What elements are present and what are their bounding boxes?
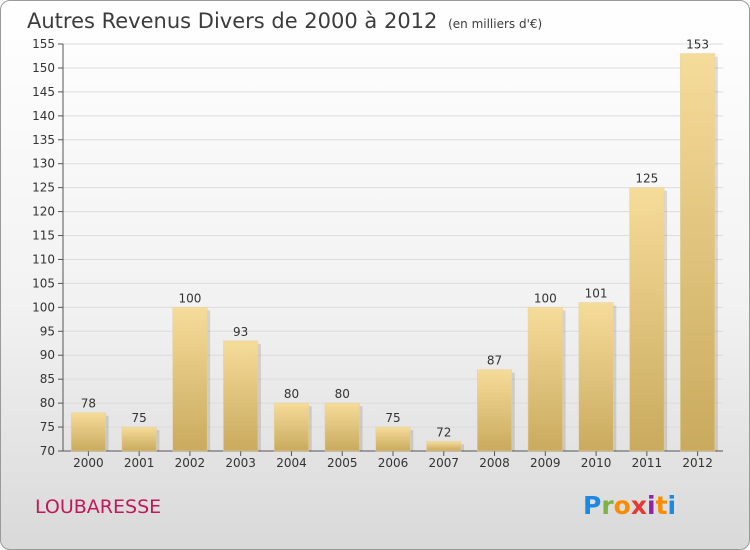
bar-2003 <box>223 340 259 452</box>
logo-letter: r <box>601 491 614 520</box>
value-label-2009: 100 <box>534 291 557 305</box>
y-tick-label: 120 <box>32 205 55 219</box>
chart-subtitle: (en milliers d'€) <box>448 17 543 31</box>
x-tick-label-2009: 2009 <box>530 456 561 470</box>
logo-letter: o <box>613 491 631 520</box>
value-label-2010: 101 <box>585 287 608 301</box>
value-label-2002: 100 <box>178 291 201 305</box>
y-tick-label: 95 <box>40 324 55 338</box>
y-tick-label: 80 <box>40 396 55 410</box>
value-label-2008: 87 <box>487 354 502 368</box>
value-label-2000: 78 <box>81 397 96 411</box>
y-tick-label: 130 <box>32 157 55 171</box>
y-tick-label: 135 <box>32 133 55 147</box>
y-tick-label: 150 <box>32 61 55 75</box>
bar-2007 <box>426 441 462 452</box>
y-tick-label: 140 <box>32 109 55 123</box>
axes <box>58 43 723 456</box>
labels: 70 75 80 85 90 95 100 105 110 115 120 125 130 135 140 1… <box>32 37 713 470</box>
logo-letter: i <box>667 491 677 520</box>
value-label-2001: 75 <box>132 411 147 425</box>
x-tick-label-2012: 2012 <box>682 456 713 470</box>
bar-2000 <box>70 412 106 452</box>
chart-title: Autres Revenus Divers de 2000 à 2012 (en… <box>27 9 542 33</box>
y-tick-label: 110 <box>32 252 55 266</box>
x-tick-label-2002: 2002 <box>175 456 206 470</box>
bar-2004 <box>273 402 309 452</box>
x-tick-label-2000: 2000 <box>73 456 104 470</box>
logo-letter: i <box>647 491 656 520</box>
x-tick-label-2011: 2011 <box>632 456 663 470</box>
y-tick-label: 155 <box>32 37 55 51</box>
x-tick-label-2006: 2006 <box>378 456 409 470</box>
bar-2005 <box>324 402 360 452</box>
bar-2009 <box>527 307 563 452</box>
x-tick-label-2008: 2008 <box>479 456 510 470</box>
value-label-2005: 80 <box>335 387 350 401</box>
x-tick-label-2004: 2004 <box>276 456 307 470</box>
bar-2002 <box>172 307 208 452</box>
x-tick-label-2005: 2005 <box>327 456 358 470</box>
y-tick-label: 145 <box>32 85 55 99</box>
bar-2001 <box>121 426 157 452</box>
grid-lines <box>63 43 723 452</box>
chart-title-text: Autres Revenus Divers de 2000 à 2012 <box>27 9 438 33</box>
place-name: LOUBARESSE <box>35 496 162 518</box>
logo-letter: P <box>583 491 602 520</box>
y-tick-label: 75 <box>40 420 55 434</box>
bar-2011 <box>629 187 665 452</box>
y-tick-label: 125 <box>32 181 55 195</box>
logo-letter: x <box>630 491 647 520</box>
bar-2006 <box>375 426 411 452</box>
y-tick-label: 90 <box>40 348 55 362</box>
x-tick-label-2010: 2010 <box>581 456 612 470</box>
value-label-2012: 153 <box>686 38 709 52</box>
y-tick-label: 85 <box>40 372 55 386</box>
value-label-2007: 72 <box>436 425 451 439</box>
x-tick-label-2007: 2007 <box>428 456 459 470</box>
value-label-2003: 93 <box>233 325 248 339</box>
y-tick-label: 105 <box>32 276 55 290</box>
bar-2008 <box>477 369 513 452</box>
value-label-2011: 125 <box>635 172 658 186</box>
y-tick-label: 70 <box>40 444 55 458</box>
bars <box>70 53 718 452</box>
x-tick-label-2003: 2003 <box>225 456 256 470</box>
y-tick-label: 115 <box>32 229 55 243</box>
bar-2010 <box>578 302 614 452</box>
y-tick-label: 100 <box>32 300 55 314</box>
value-label-2006: 75 <box>385 411 400 425</box>
value-label-2004: 80 <box>284 387 299 401</box>
logo-letter: t <box>655 491 668 520</box>
bar-2012 <box>680 53 716 452</box>
x-tick-label-2001: 2001 <box>124 456 155 470</box>
proxiti-logo[interactable]: Proxiti <box>583 491 676 520</box>
